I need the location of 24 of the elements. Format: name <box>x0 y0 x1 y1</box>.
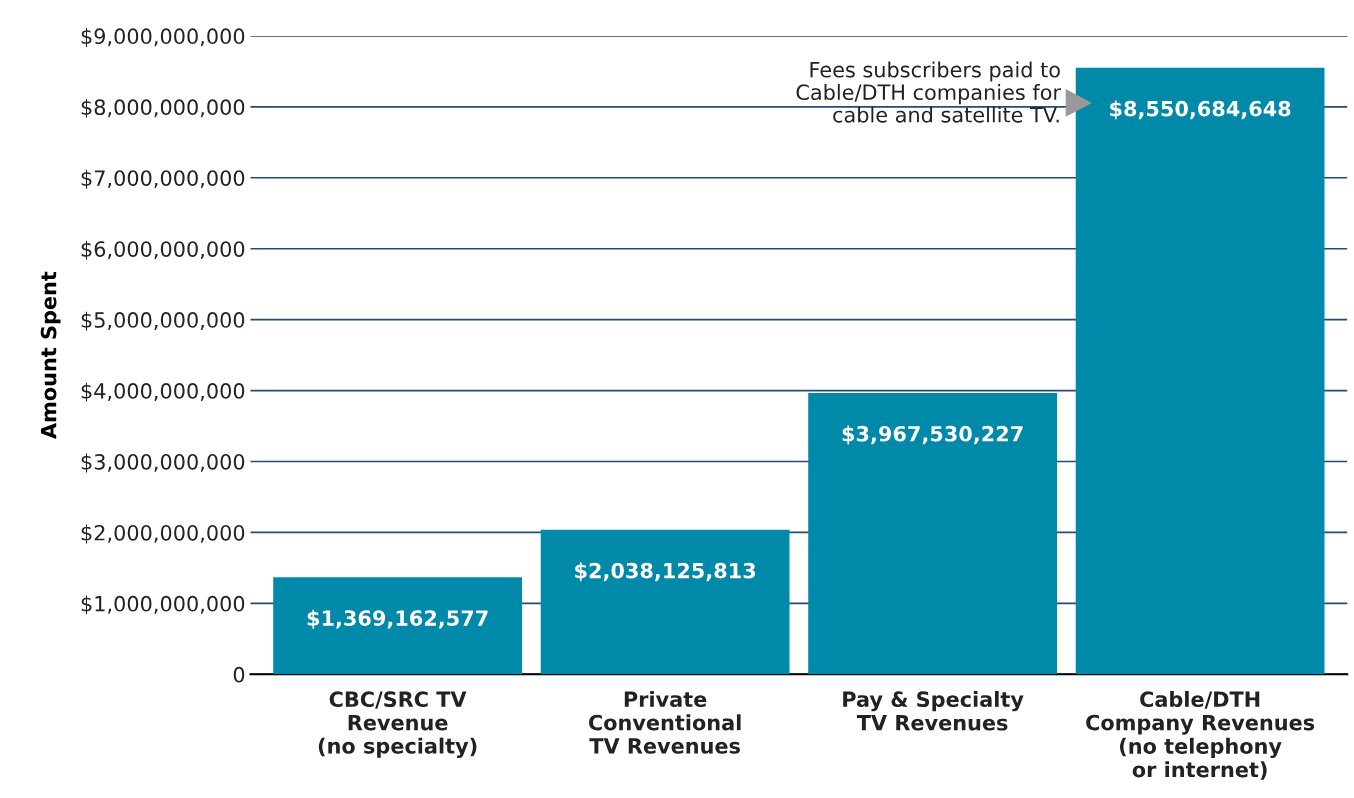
data-label: $2,038,125,813 <box>575 562 756 582</box>
y-tick-label: $5,000,000,000 <box>81 311 245 331</box>
y-axis-title: Amount Spent <box>40 271 61 439</box>
bar <box>808 392 1057 675</box>
bar <box>273 577 522 675</box>
x-tick-label: Private Conventional TV Revenues <box>588 690 741 754</box>
y-tick-label: $4,000,000,000 <box>81 382 245 402</box>
x-tick-label: CBC/SRC TV Revenue (no specialty) <box>318 691 477 758</box>
y-tick-label: $8,000,000,000 <box>81 98 245 118</box>
y-tick-label: $3,000,000,000 <box>81 453 245 473</box>
y-tick-label: $1,000,000,000 <box>81 595 245 615</box>
x-tick-label: Pay & Specialty TV Revenues <box>843 690 1024 731</box>
data-label: $3,967,530,227 <box>842 425 1023 445</box>
y-tick-label: $2,000,000,000 <box>81 524 245 544</box>
x-tick-label: Cable/DTH Company Revenues (no telephony or internet) <box>1086 690 1315 780</box>
data-label: $8,550,684,648 <box>1110 100 1291 120</box>
y-tick-label: $7,000,000,000 <box>81 169 245 189</box>
y-tick-label: $6,000,000,000 <box>81 240 245 260</box>
y-tick-label: 0 <box>233 666 245 683</box>
data-label: $1,369,162,577 <box>307 609 488 629</box>
bar <box>540 529 790 675</box>
bar <box>1075 67 1325 675</box>
y-tick-label: $9,000,000,000 <box>81 27 245 47</box>
annotation: Fees subscribers paid to Cable/DTH companies for cable and satellite TV. <box>796 61 1061 123</box>
